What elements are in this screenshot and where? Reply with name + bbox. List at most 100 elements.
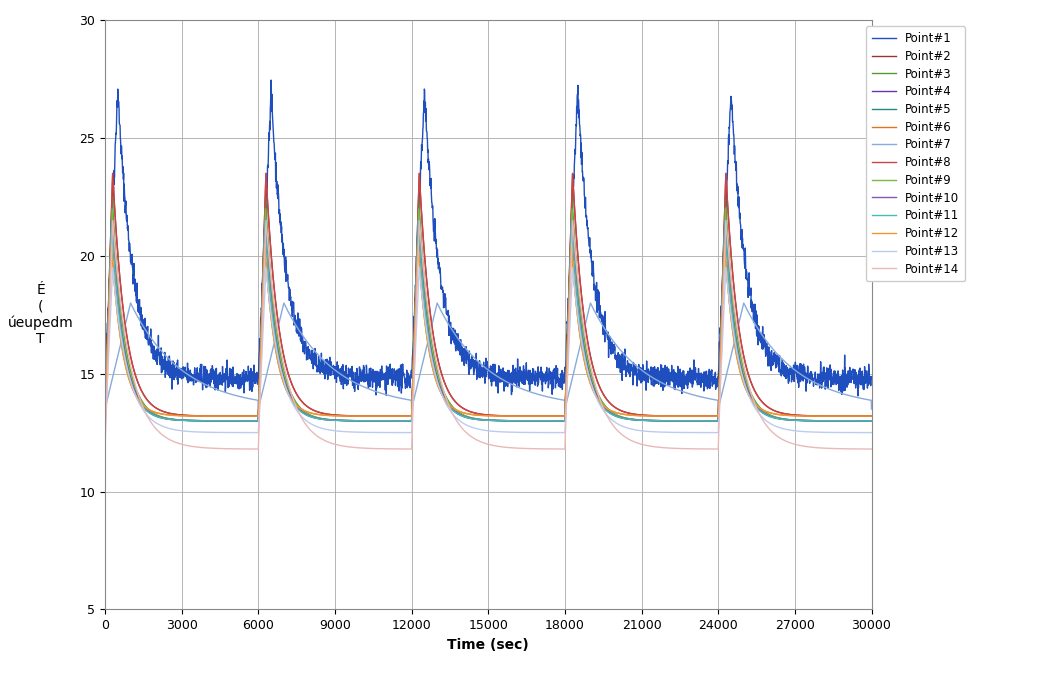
Point#9 bbox=[467, 414, 480, 422]
Point#12 bbox=[105, 240, 118, 248]
Point#13 bbox=[353, 428, 365, 436]
Point#1 bbox=[852, 392, 864, 400]
Line: Point#2: Point#2 bbox=[105, 173, 872, 416]
Point#13 bbox=[564, 313, 576, 321]
Line: Point#11: Point#11 bbox=[105, 221, 872, 421]
Point#12 bbox=[353, 412, 365, 420]
Point#2 bbox=[865, 412, 878, 420]
Point#9 bbox=[353, 416, 365, 424]
Point#8 bbox=[467, 408, 480, 416]
Point#3 bbox=[831, 417, 843, 425]
Point#4 bbox=[467, 414, 480, 422]
Point#10 bbox=[831, 417, 843, 425]
Point#7 bbox=[467, 353, 480, 361]
Point#14 bbox=[831, 445, 843, 453]
Point#14 bbox=[252, 445, 265, 453]
Point#14 bbox=[353, 444, 365, 452]
Point#1 bbox=[467, 362, 480, 370]
Line: Point#7: Point#7 bbox=[105, 303, 872, 409]
Point#5 bbox=[252, 417, 265, 425]
Y-axis label: É
(
úeupedm
T: É ( úeupedm T bbox=[7, 283, 74, 347]
Point#8 bbox=[106, 169, 119, 177]
Point#13 bbox=[106, 263, 119, 271]
Point#2 bbox=[831, 412, 843, 420]
Point#7 bbox=[831, 388, 843, 396]
Point#10 bbox=[404, 417, 417, 425]
Point#10 bbox=[865, 417, 878, 425]
Point#4 bbox=[404, 417, 417, 425]
Point#9 bbox=[106, 204, 119, 213]
Point#3 bbox=[865, 417, 878, 425]
Point#11 bbox=[99, 417, 111, 425]
Point#1 bbox=[252, 377, 265, 385]
Point#5 bbox=[105, 217, 118, 225]
Point#2 bbox=[564, 242, 576, 250]
Point#5 bbox=[831, 417, 843, 425]
Point#5 bbox=[564, 255, 576, 263]
Point#7 bbox=[564, 383, 576, 391]
Point#12 bbox=[467, 411, 480, 419]
Point#2 bbox=[467, 408, 480, 416]
Point#7 bbox=[99, 405, 111, 413]
Point#14 bbox=[99, 445, 111, 453]
Point#1 bbox=[564, 253, 576, 261]
Point#2 bbox=[99, 412, 111, 420]
Point#7 bbox=[353, 381, 365, 389]
Point#3 bbox=[106, 193, 119, 201]
Point#11 bbox=[252, 417, 265, 425]
Point#9 bbox=[252, 417, 265, 425]
Point#6 bbox=[99, 412, 111, 420]
Point#6 bbox=[467, 411, 480, 419]
Point#13 bbox=[467, 424, 480, 432]
Line: Point#3: Point#3 bbox=[105, 197, 872, 421]
Point#14 bbox=[106, 217, 119, 225]
Point#12 bbox=[99, 412, 111, 420]
Point#10 bbox=[106, 217, 119, 225]
Point#4 bbox=[353, 416, 365, 424]
Point#1 bbox=[404, 372, 417, 380]
Point#3 bbox=[353, 416, 365, 424]
Point#10 bbox=[467, 415, 480, 423]
Point#8 bbox=[865, 412, 878, 420]
Point#5 bbox=[353, 417, 365, 425]
Point#13 bbox=[404, 429, 417, 437]
Point#11 bbox=[831, 417, 843, 425]
Point#11 bbox=[865, 417, 878, 425]
Point#3 bbox=[99, 417, 111, 425]
Point#1 bbox=[865, 374, 878, 383]
Line: Point#4: Point#4 bbox=[105, 209, 872, 421]
Point#11 bbox=[404, 417, 417, 425]
Line: Point#13: Point#13 bbox=[105, 267, 872, 433]
Point#6 bbox=[831, 412, 843, 420]
Point#8 bbox=[353, 412, 365, 420]
Point#14 bbox=[404, 445, 417, 453]
Point#10 bbox=[564, 261, 576, 269]
Line: Point#8: Point#8 bbox=[105, 173, 872, 416]
Point#4 bbox=[865, 417, 878, 425]
Point#6 bbox=[404, 412, 417, 420]
Point#9 bbox=[404, 417, 417, 425]
Point#7 bbox=[404, 396, 417, 404]
Point#7 bbox=[865, 405, 878, 413]
Line: Point#14: Point#14 bbox=[105, 221, 872, 449]
Point#10 bbox=[99, 417, 111, 425]
Point#3 bbox=[404, 417, 417, 425]
Point#14 bbox=[865, 445, 878, 453]
Point#1 bbox=[353, 363, 365, 371]
Point#12 bbox=[831, 412, 843, 420]
Line: Point#9: Point#9 bbox=[105, 209, 872, 421]
Point#12 bbox=[252, 412, 265, 420]
Point#3 bbox=[564, 249, 576, 257]
Legend: Point#1, Point#2, Point#3, Point#4, Point#5, Point#6, Point#7, Point#8, Point#9,: Point#1, Point#2, Point#3, Point#4, Poin… bbox=[866, 26, 965, 282]
Point#11 bbox=[564, 255, 576, 263]
Point#8 bbox=[99, 412, 111, 420]
Point#5 bbox=[404, 417, 417, 425]
Point#14 bbox=[564, 285, 576, 293]
Point#12 bbox=[404, 412, 417, 420]
Point#8 bbox=[404, 412, 417, 420]
Point#8 bbox=[564, 242, 576, 250]
Point#7 bbox=[124, 299, 136, 307]
Point#1 bbox=[831, 376, 843, 384]
Point#10 bbox=[353, 416, 365, 424]
Point#6 bbox=[353, 412, 365, 420]
